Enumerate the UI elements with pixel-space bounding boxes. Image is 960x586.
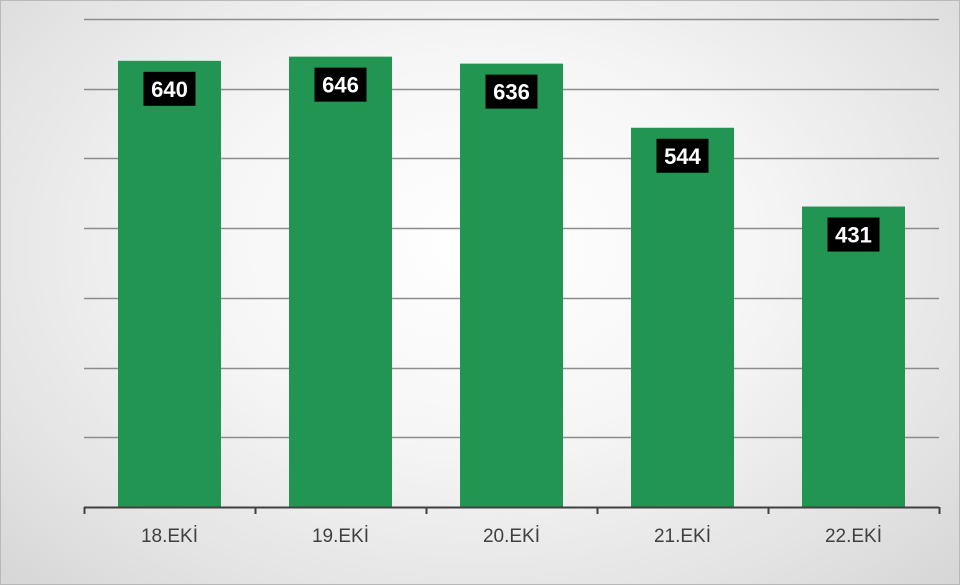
bar bbox=[118, 60, 221, 507]
bar bbox=[802, 206, 905, 507]
bar bbox=[460, 63, 563, 508]
data-label: 431 bbox=[835, 223, 872, 248]
data-label: 636 bbox=[493, 80, 530, 105]
x-tick-label: 21.EKİ bbox=[654, 526, 711, 547]
data-label-box bbox=[656, 138, 709, 173]
data-label-box bbox=[143, 71, 196, 106]
x-tick-label: 18.EKİ bbox=[141, 526, 198, 547]
data-label-box bbox=[827, 217, 880, 252]
x-tick-label: 19.EKİ bbox=[312, 526, 369, 547]
data-labels: 640 646 636 544 431 bbox=[143, 67, 880, 252]
data-label: 646 bbox=[322, 73, 359, 98]
x-tick-label: 20.EKİ bbox=[483, 526, 540, 547]
x-tick-label: 22.EKİ bbox=[825, 526, 882, 547]
data-label-box bbox=[314, 67, 367, 102]
data-label: 544 bbox=[664, 144, 701, 169]
bar bbox=[631, 127, 734, 508]
bars bbox=[118, 56, 905, 508]
data-label-box bbox=[485, 74, 538, 109]
x-axis: 18.EKİ 19.EKİ 20.EKİ 21.EKİ 22.EKİ bbox=[83, 506, 941, 547]
data-label: 640 bbox=[151, 77, 188, 102]
bar bbox=[289, 56, 392, 507]
